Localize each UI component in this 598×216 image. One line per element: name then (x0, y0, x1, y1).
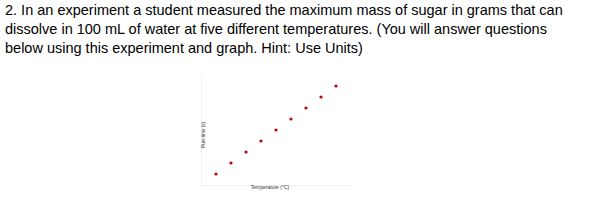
question-line: 2. In an experiment a student measured t… (5, 2, 563, 18)
point (244, 150, 247, 153)
chart: Temperature (°C) Pure time (s) (201, 76, 352, 191)
point (274, 128, 277, 131)
page: 2. In an experiment a student measured t… (0, 0, 598, 216)
point (319, 95, 322, 98)
point (259, 139, 262, 142)
point (334, 84, 337, 87)
point (304, 106, 307, 109)
point (289, 117, 292, 120)
question-line: below using this experiment and graph. H… (5, 40, 363, 56)
y-axis-title: Pure time (s) (201, 122, 206, 148)
question: 2. In an experiment a student measured t… (5, 2, 563, 56)
point (229, 161, 232, 164)
x-axis-title: Temperature (°C) (251, 184, 290, 190)
point (214, 172, 217, 175)
question-line: dissolve in 100 mL of water at five diff… (5, 21, 547, 37)
points (214, 84, 337, 175)
